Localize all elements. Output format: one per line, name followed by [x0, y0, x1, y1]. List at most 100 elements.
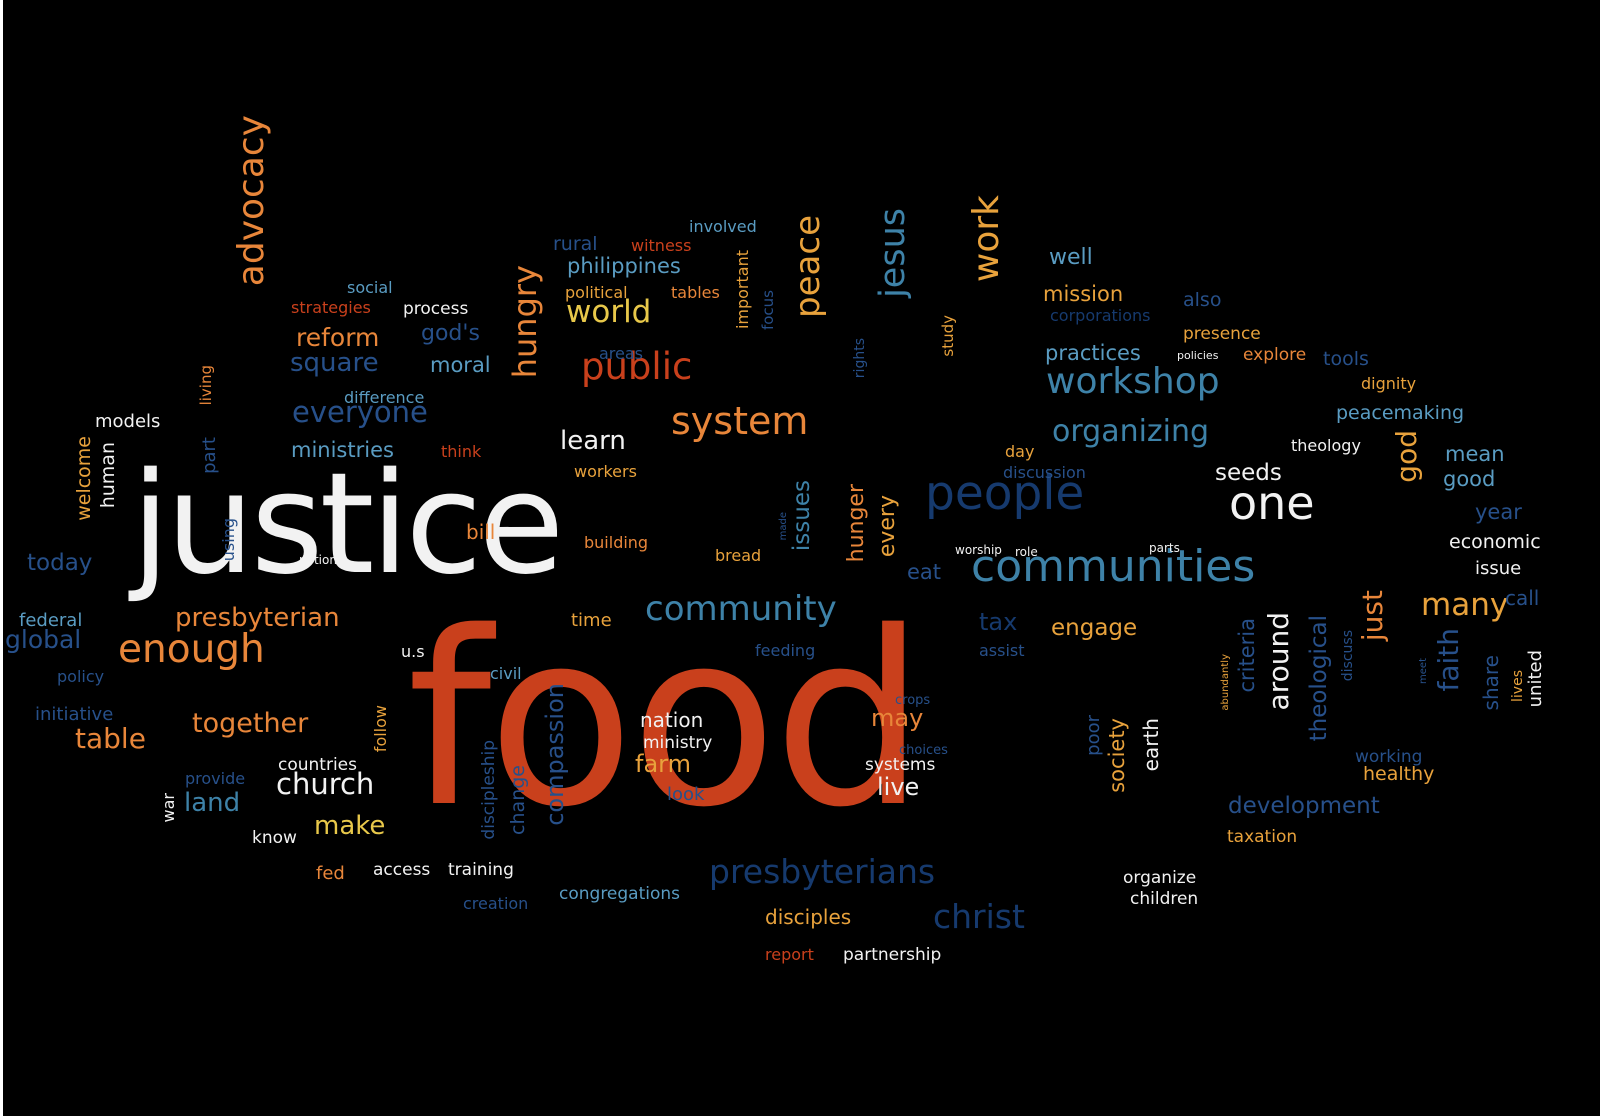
word-gods: god's [421, 321, 480, 346]
word-earth: earth [1139, 718, 1163, 772]
word-peacemaking: peacemaking [1336, 402, 1465, 424]
word-areas: areas [599, 344, 644, 363]
word-together: together [192, 708, 309, 739]
word-explore: explore [1243, 345, 1307, 365]
word-witness: witness [631, 236, 692, 255]
word-worship: worship [955, 543, 1002, 557]
word-process: process [403, 299, 469, 319]
word-well: well [1049, 245, 1093, 270]
word-philippines: philippines [567, 254, 681, 278]
word-criteria: criteria [1235, 618, 1259, 693]
word-notion: notion [299, 553, 337, 567]
word-fed: fed [316, 863, 345, 884]
word-society: society [1105, 718, 1129, 793]
word-lives: lives [1510, 670, 1526, 702]
word-engage: engage [1051, 615, 1138, 641]
word-war: war [159, 793, 178, 823]
word-many: many [1421, 587, 1509, 623]
word-moral: moral [430, 353, 491, 377]
word-study: study [939, 315, 957, 357]
word-policy: policy [57, 667, 105, 686]
word-ministries: ministries [291, 438, 394, 462]
word-ministry: ministry [643, 733, 713, 753]
word-think: think [441, 442, 482, 461]
word-access: access [373, 860, 431, 880]
word-practices: practices [1045, 341, 1141, 365]
word-strategies: strategies [291, 298, 371, 317]
word-organize: organize [1123, 868, 1197, 888]
word-mean: mean [1445, 442, 1505, 466]
word-hunger: hunger [844, 484, 869, 563]
word-time: time [571, 610, 612, 631]
word-know: know [252, 828, 297, 848]
word-learn: learn [560, 426, 626, 456]
word-year: year [1475, 500, 1522, 524]
word-healthy: healthy [1363, 763, 1435, 785]
word-congregations: congregations [559, 884, 681, 904]
word-nation: nation [640, 708, 704, 732]
word-faith: faith [1432, 628, 1465, 692]
word-tax: tax [979, 608, 1018, 636]
word-human: human [97, 442, 119, 509]
word-system: system [671, 399, 809, 443]
word-important: important [733, 250, 752, 330]
word-united: united [1525, 650, 1546, 708]
word-corporations: corporations [1050, 306, 1151, 325]
word-change: change [507, 765, 529, 835]
word-choices: choices [899, 743, 948, 758]
word-good: good [1443, 467, 1496, 491]
word-every: every [875, 495, 900, 558]
word-bill: bill [466, 520, 496, 544]
word-provide: provide [185, 769, 246, 788]
word-advocacy: advocacy [231, 115, 272, 287]
word-theological: theological [1306, 615, 1332, 742]
word-children: children [1130, 889, 1199, 909]
word-building: building [584, 533, 649, 552]
word-christ: christ [933, 897, 1025, 936]
word-issues: issues [789, 480, 815, 552]
word-development: development [1228, 793, 1380, 819]
word-role: role [1015, 545, 1038, 559]
word-organizing: organizing [1052, 414, 1210, 449]
word-focus: focus [759, 290, 777, 331]
word-follow: follow [371, 705, 390, 753]
word-models: models [95, 411, 161, 432]
word-mission: mission [1043, 282, 1124, 306]
word-everyone: everyone [292, 395, 428, 429]
word-rights: rights [852, 338, 868, 379]
word-work: work [966, 195, 1007, 283]
word-issue: issue [1475, 558, 1522, 579]
word-theology: theology [1291, 436, 1361, 455]
word-working: working [1355, 747, 1423, 767]
word-may: may [871, 704, 924, 732]
word-table: table [75, 722, 146, 755]
word-enough: enough [118, 627, 265, 672]
word-systems: systems [865, 755, 936, 775]
word-one: one [1229, 476, 1315, 530]
word-peace: peace [788, 215, 828, 318]
word-using: using [219, 518, 238, 562]
word-jesus: jesus [873, 208, 913, 298]
word-initiative: initiative [35, 704, 114, 725]
word-policies: policies [1177, 349, 1219, 362]
word-presence: presence [1183, 324, 1261, 344]
word-public: public [581, 345, 693, 388]
word-political: political [565, 283, 628, 302]
word-presbyterians: presbyterians [709, 852, 936, 891]
word-discipleship: discipleship [479, 740, 499, 840]
word-call: call [1505, 586, 1540, 610]
word-tables: tables [671, 283, 720, 302]
word-food: food [407, 580, 926, 860]
word-presbyterian: presbyterian [175, 603, 340, 633]
word-poor: poor [1083, 715, 1104, 756]
word-land: land [184, 788, 241, 818]
word-discuss: discuss [1340, 630, 1356, 682]
word-creation: creation [463, 894, 529, 913]
word-federal: federal [19, 610, 83, 631]
word-social: social [347, 278, 393, 297]
word-workshop: workshop [1046, 361, 1220, 402]
word-farm: farm [635, 750, 691, 778]
word-share: share [1479, 655, 1503, 711]
word-meet: meet [1418, 658, 1429, 684]
word-discussion: discussion [1003, 463, 1086, 482]
